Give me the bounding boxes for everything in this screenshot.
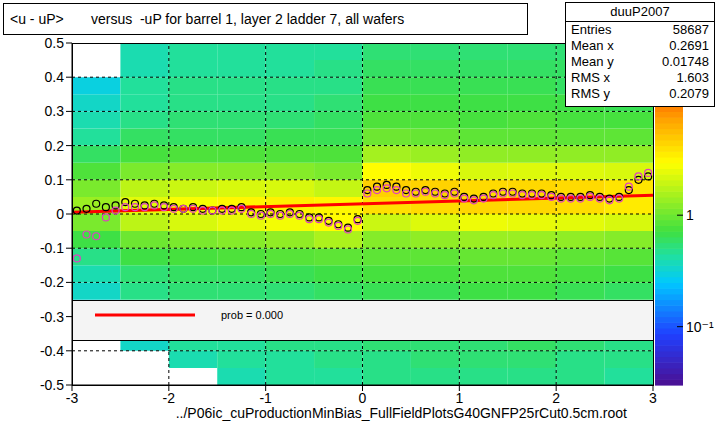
svg-text:1: 1 — [455, 390, 463, 406]
html-text:../P06ic_cuProductionMinBias_F: ../P06ic_cuProductionMinBias_FullFieldPl… — [175, 405, 627, 421]
svg-text:0.1: 0.1 — [45, 172, 65, 188]
html-text:prob = 0.000: prob = 0.000 — [221, 309, 284, 321]
svg-text:2: 2 — [552, 390, 560, 406]
svg-text:-0.3: -0.3 — [40, 309, 64, 325]
html-text:1.603: 1.603 — [676, 70, 709, 85]
html-text:<u - uP> versus -uP for barrel: <u - uP> versus -uP for barrel 1, layer … — [10, 11, 405, 27]
svg-text:0.2: 0.2 — [45, 138, 65, 154]
svg-text:0: 0 — [359, 390, 367, 406]
svg-text:0.4: 0.4 — [45, 69, 65, 85]
html-text:0.01748: 0.01748 — [662, 54, 709, 69]
svg-text:-0.2: -0.2 — [40, 274, 64, 290]
svg-text:-1: -1 — [259, 390, 272, 406]
svg-text:-3: -3 — [66, 390, 79, 406]
svg-text:0.5: 0.5 — [45, 35, 65, 51]
svg-text:-0.4: -0.4 — [40, 343, 64, 359]
html-text:Mean y: Mean y — [571, 54, 614, 69]
svg-text:-0.1: -0.1 — [40, 240, 64, 256]
html-text:58687: 58687 — [672, 22, 709, 37]
html-text:Mean x: Mean x — [571, 38, 614, 53]
svg-text:10⁻¹: 10⁻¹ — [686, 319, 714, 335]
html-text:Entries: Entries — [571, 22, 612, 37]
svg-text:1: 1 — [686, 207, 694, 223]
html-text:RMS y: RMS y — [571, 86, 610, 101]
html-text:0.2079: 0.2079 — [669, 86, 709, 101]
svg-text:-0.5: -0.5 — [40, 377, 64, 393]
html-text:RMS x: RMS x — [571, 70, 610, 85]
svg-text:0: 0 — [56, 206, 64, 222]
svg-text:3: 3 — [649, 390, 657, 406]
html-text:duuP2007: duuP2007 — [610, 4, 670, 19]
svg-text:0.3: 0.3 — [45, 103, 65, 119]
html-text:0.2691: 0.2691 — [669, 38, 709, 53]
svg-text:-2: -2 — [163, 390, 176, 406]
